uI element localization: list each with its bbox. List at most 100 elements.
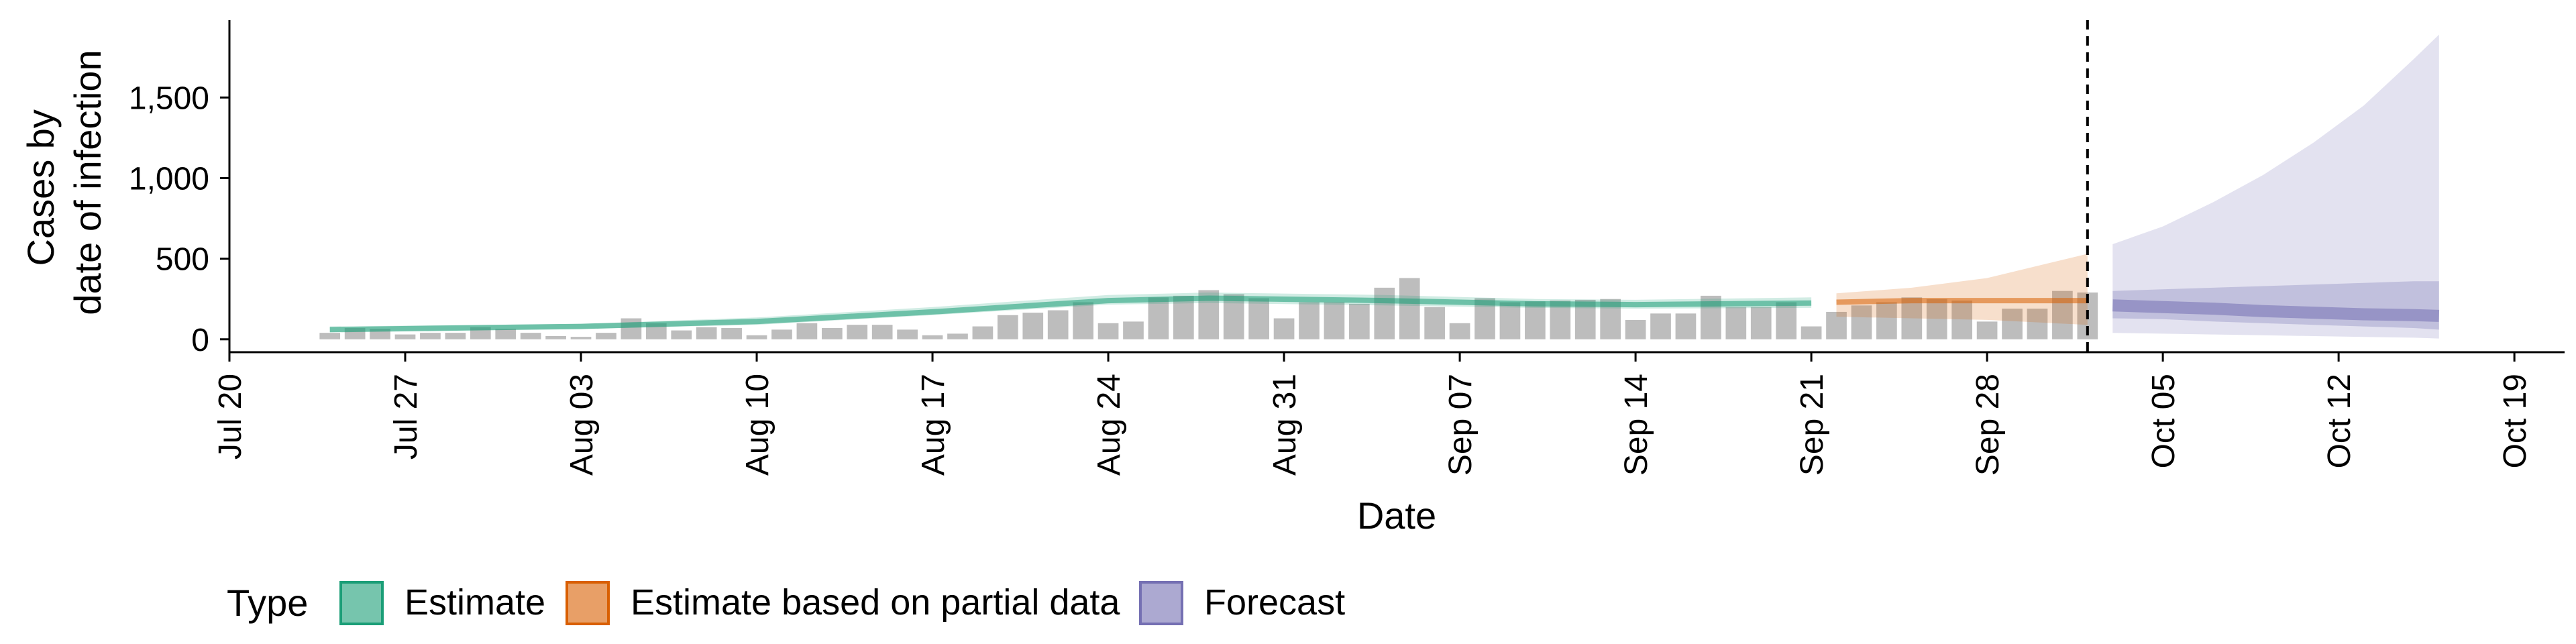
y-tick-label: 1,500 <box>129 80 209 116</box>
bar <box>1374 287 1395 339</box>
bar <box>1449 323 1470 339</box>
x-tick-label: Aug 10 <box>740 374 775 476</box>
x-tick-label: Oct 05 <box>2146 374 2182 468</box>
x-tick-label: Aug 31 <box>1267 374 1303 476</box>
median-line-forecast <box>2112 299 2440 322</box>
bar <box>1349 303 1370 339</box>
bar <box>570 337 592 339</box>
band-outer-forecast <box>2112 34 2439 339</box>
bar <box>1073 302 1093 339</box>
bar <box>1047 310 1069 339</box>
x-tick-label: Aug 03 <box>564 374 600 476</box>
bar <box>1951 301 1973 339</box>
x-tick-label: Sep 21 <box>1794 374 1830 476</box>
bar <box>445 333 466 339</box>
bar <box>621 318 642 339</box>
bar <box>520 333 541 339</box>
bar <box>1022 313 1044 339</box>
bar <box>1173 295 1194 339</box>
legend-label-forecast: Forecast <box>1204 582 1345 623</box>
bar <box>1550 301 1571 339</box>
bar <box>671 330 692 339</box>
bars-layer <box>319 278 2098 339</box>
bar <box>922 335 943 339</box>
bar <box>1299 302 1320 339</box>
bar <box>1750 307 1772 339</box>
bar <box>1851 305 1872 339</box>
bar <box>746 335 767 339</box>
bar <box>1650 313 1671 339</box>
x-tick-label: Aug 24 <box>1091 374 1127 476</box>
x-tick-label: Oct 12 <box>2322 374 2357 468</box>
bar <box>871 325 893 339</box>
y-tick-label: 500 <box>156 242 209 278</box>
bar <box>796 323 818 339</box>
bar <box>1826 311 1847 339</box>
y-tick-label: 1,000 <box>129 161 209 197</box>
x-ticks: Jul 20 Jul 27 Aug 03 Aug 10 Aug 17 Aug 24 Aug … <box>213 352 2533 476</box>
y-tick-label: 0 <box>191 323 209 358</box>
bar <box>596 333 616 339</box>
x-tick-label: Oct 19 <box>2498 374 2533 468</box>
bar <box>1525 301 1546 339</box>
bar <box>997 315 1018 339</box>
x-tick-label: Aug 17 <box>916 374 951 476</box>
bar <box>972 326 994 339</box>
legend-key-partial <box>566 581 610 625</box>
x-tick-label: Sep 28 <box>1970 374 2006 476</box>
legend-label-partial: Estimate based on partial data <box>631 582 1120 623</box>
bar <box>319 333 341 339</box>
legend-label-estimate: Estimate <box>405 582 545 623</box>
y-axis-label-line-2: date of infection <box>66 50 109 315</box>
bar <box>696 327 717 339</box>
y-ticks: 0 500 1,000 1,500 <box>129 80 229 358</box>
bar <box>1725 307 1747 339</box>
x-tick-label: Jul 20 <box>213 374 248 460</box>
bar <box>897 329 918 339</box>
bar <box>1625 319 1646 339</box>
bar <box>394 334 416 339</box>
band-outer-estimate-based-on-partial-data <box>1836 254 2088 325</box>
bar <box>1801 326 1822 339</box>
bar <box>1926 299 1947 339</box>
bar <box>771 329 792 339</box>
bar <box>821 327 843 339</box>
bar <box>2002 309 2023 339</box>
median-line-estimate <box>329 295 1812 333</box>
bar <box>1273 318 1295 339</box>
y-axis-label-line-1: Cases by <box>19 109 62 266</box>
bar <box>1675 313 1697 339</box>
plot-area <box>319 20 2440 352</box>
bar <box>495 329 517 339</box>
bar <box>1248 298 1269 339</box>
median-line-estimate-based-on-partial-data <box>1836 298 2088 305</box>
legend-title: Type <box>227 582 308 624</box>
bar <box>847 325 868 339</box>
bar <box>1876 302 1897 339</box>
bar <box>545 335 566 339</box>
x-tick-label: Jul 27 <box>388 374 424 460</box>
bar <box>1399 278 1420 339</box>
bar <box>1148 297 1169 339</box>
bar <box>420 333 441 339</box>
bar <box>1976 321 1998 339</box>
bar <box>947 333 968 339</box>
bar <box>1123 321 1144 339</box>
x-axis-label: Date <box>1357 494 1436 537</box>
legend-key-estimate <box>339 581 384 625</box>
bar <box>1097 323 1119 339</box>
bar <box>1499 302 1521 339</box>
x-tick-label: Sep 14 <box>1619 374 1654 476</box>
bar <box>721 327 742 339</box>
y-axis-label: Cases by date of infection <box>19 50 109 315</box>
bar <box>2027 309 2048 339</box>
bar <box>1324 302 1345 339</box>
bar <box>1223 294 1244 339</box>
bar <box>1424 307 1445 339</box>
bar <box>1901 297 1923 339</box>
legend: Type Estimate Estimate based on partial … <box>227 581 1345 625</box>
legend-key-forecast <box>1139 581 1183 625</box>
x-tick-label: Sep 07 <box>1443 374 1479 476</box>
bands-layer <box>329 34 2440 339</box>
